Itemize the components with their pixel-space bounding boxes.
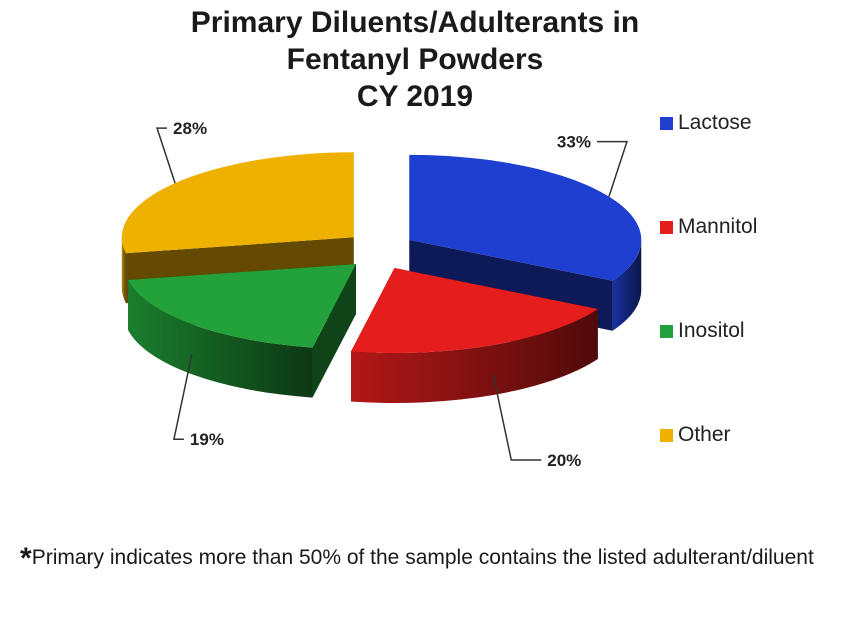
- slice-inositol-top: [128, 264, 356, 348]
- legend-swatch-mannitol: [660, 220, 673, 234]
- leader-line-mannitol: [492, 374, 542, 461]
- footnote-asterisk: *: [20, 542, 32, 575]
- slice-label-mannitol: 20%: [547, 451, 581, 470]
- leader-line-lactose: [596, 140, 628, 197]
- footnote: *Primary indicates more than 50% of the …: [20, 542, 860, 575]
- slice-inositol-side: [128, 280, 313, 398]
- legend-item-mannitol: Mannitol: [660, 214, 860, 240]
- legend-item-inositol: Inositol: [660, 318, 860, 344]
- slice-label-inositol: 19%: [190, 430, 224, 449]
- slice-lactose-side: [612, 239, 642, 331]
- legend-swatch-other: [660, 428, 673, 442]
- legend-swatch-lactose: [660, 116, 673, 130]
- legend-item-other: Other: [660, 422, 860, 448]
- legend-label-mannitol: Mannitol: [678, 215, 758, 238]
- legend-label-inositol: Inositol: [678, 319, 745, 342]
- slice-mannitol-side: [351, 308, 598, 404]
- leader-line-other: [156, 127, 176, 184]
- chart-title-line-2: Fentanyl Powders: [286, 43, 544, 76]
- slice-label-lactose: 33%: [557, 133, 591, 152]
- slice-mannitol: [351, 268, 598, 404]
- slice-other-top: [121, 152, 354, 254]
- slice-lactose-top: [409, 154, 642, 281]
- leader-line-inositol: [172, 354, 193, 440]
- footnote-text: Primary indicates more than 50% of the s…: [31, 546, 814, 569]
- legend-label-lactose: Lactose: [678, 111, 752, 134]
- slice-label-other: 28%: [173, 119, 207, 138]
- legend-swatch-inositol: [660, 324, 673, 338]
- slice-other-side: [121, 237, 126, 304]
- chart-title-line-3: CY 2019: [356, 80, 474, 113]
- legend-item-lactose: Lactose: [660, 110, 860, 136]
- chart-title: Primary Diluents/Adulterants in Fentanyl…: [0, 4, 830, 115]
- slice-mannitol-top: [351, 268, 598, 354]
- slice-inositol: [128, 264, 356, 398]
- legend-label-other: Other: [678, 423, 731, 446]
- chart-title-line-1: Primary Diluents/Adulterants in: [190, 6, 640, 39]
